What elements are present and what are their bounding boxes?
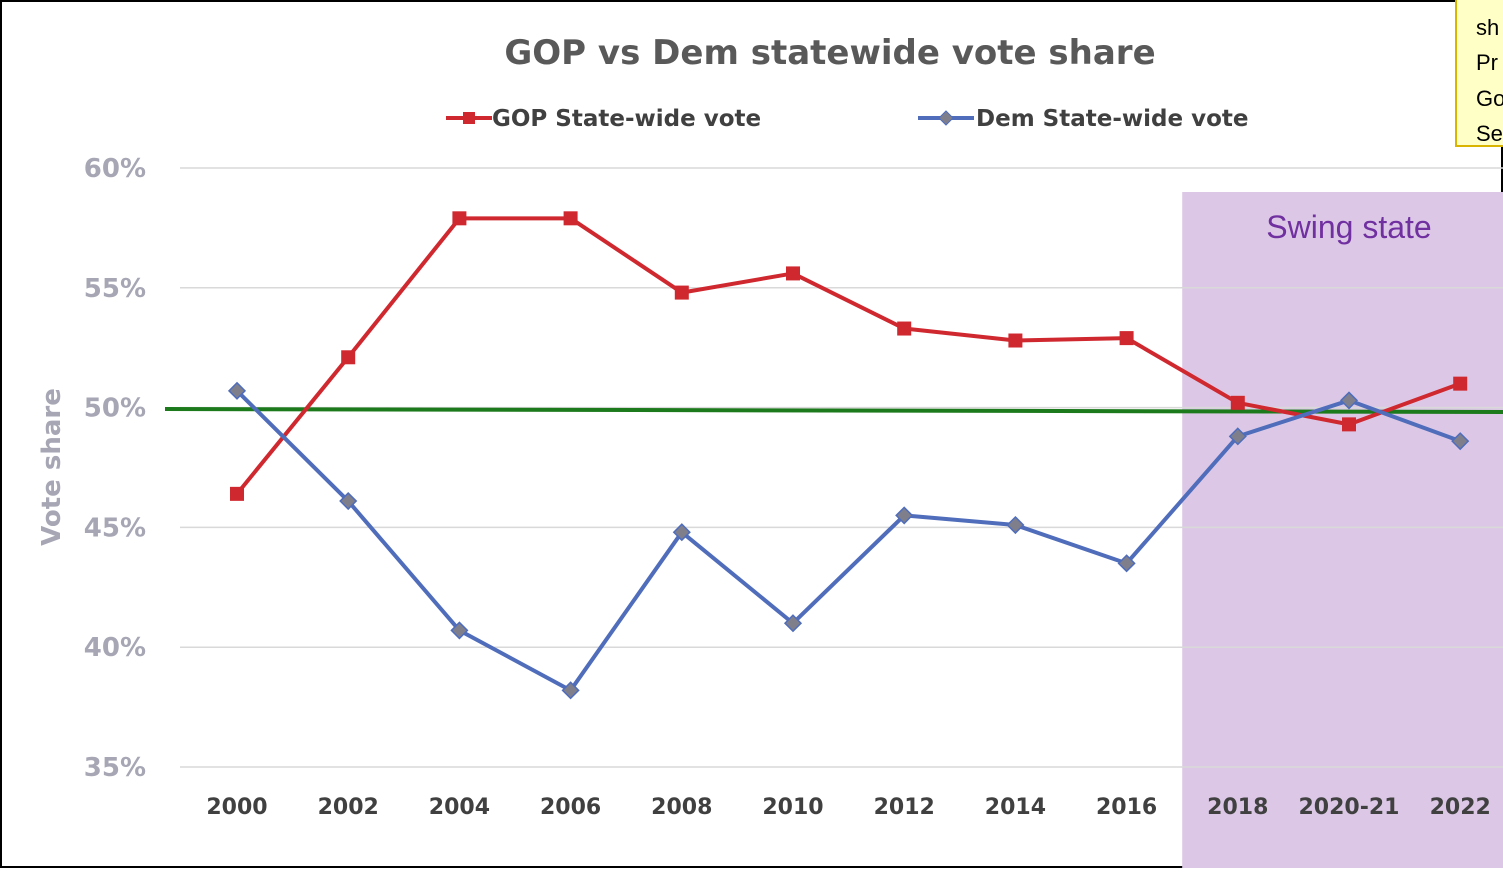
note-line-3: Go [1476,86,1503,111]
data-point-dem [1228,427,1247,446]
data-point-gop [1342,417,1356,432]
data-point-dem [450,621,469,640]
data-point-gop [897,321,912,336]
series-group [227,211,1470,700]
x-tick-label: 2008 [651,795,712,820]
data-point-gop [1453,376,1468,391]
x-tick-labels: 2000 2002 2004 2006 2008 2010 2012 2014 2016 2018… [206,795,1490,820]
legend-marker-gop [463,112,475,124]
data-point-gop [341,350,356,365]
x-tick-label: 2004 [429,795,490,820]
x-tick-label: 2010 [762,795,823,820]
data-point-gop [1119,331,1134,346]
data-point-dem [227,381,247,400]
legend-marker-dem [938,110,954,126]
x-tick-label: 2014 [985,795,1046,820]
x-tick-label: 2006 [540,795,601,820]
note-line-1: sh [1476,15,1499,40]
data-point-gop [452,211,467,226]
note-line-2: Pr [1476,50,1498,75]
data-point-gop [1230,395,1245,410]
y-tick-label: 40% [84,633,146,663]
data-point-dem [672,523,691,542]
x-tick-label: 2012 [874,795,935,820]
x-tick-label: 2016 [1096,795,1157,820]
series-line-gop [235,216,1461,496]
data-point-dem [1451,432,1470,451]
note-line-4: Se [1476,121,1503,146]
data-point-dem [1006,515,1025,535]
data-point-gop [786,266,800,281]
y-tick-label: 60% [84,154,146,184]
data-point-dem [1339,391,1359,410]
x-tick-label: 2020-21 [1299,795,1400,820]
data-point-gop [563,211,578,226]
x-tick-label: 2002 [318,795,379,820]
data-point-dem [783,614,803,633]
y-axis-label: Vote share [37,388,67,546]
data-point-dem [895,506,914,525]
data-point-gop [674,285,689,300]
note-box: sh Pr Go Se [1455,0,1503,147]
data-point-dem [339,491,358,511]
swing-state-region [1182,192,1503,868]
y-tick-label: 35% [84,753,146,783]
legend-label-dem: Dem State-wide vote [976,106,1248,132]
x-tick-label: 2022 [1430,795,1491,820]
note-background [1455,0,1503,147]
y-tick-labels: 35% 40% 45% 50% 55% 60% [84,154,146,783]
data-point-dem [561,681,580,700]
y-tick-label: 55% [84,274,146,304]
data-point-gop [230,486,244,501]
x-tick-label: 2018 [1207,795,1268,820]
chart-title: GOP vs Dem statewide vote share [504,33,1155,73]
gridlines [180,167,1503,768]
swing-state-label: Swing state [1266,209,1431,245]
y-tick-label: 45% [84,513,146,543]
y-tick-label: 50% [84,394,146,424]
legend-label-gop: GOP State-wide vote [492,106,761,132]
data-point-dem [1117,554,1136,573]
series-line-dem [235,389,1461,693]
x-tick-label: 2000 [206,795,267,820]
legend: GOP State-wide vote Dem State-wide vote [446,106,1248,132]
data-point-gop [1008,333,1023,348]
